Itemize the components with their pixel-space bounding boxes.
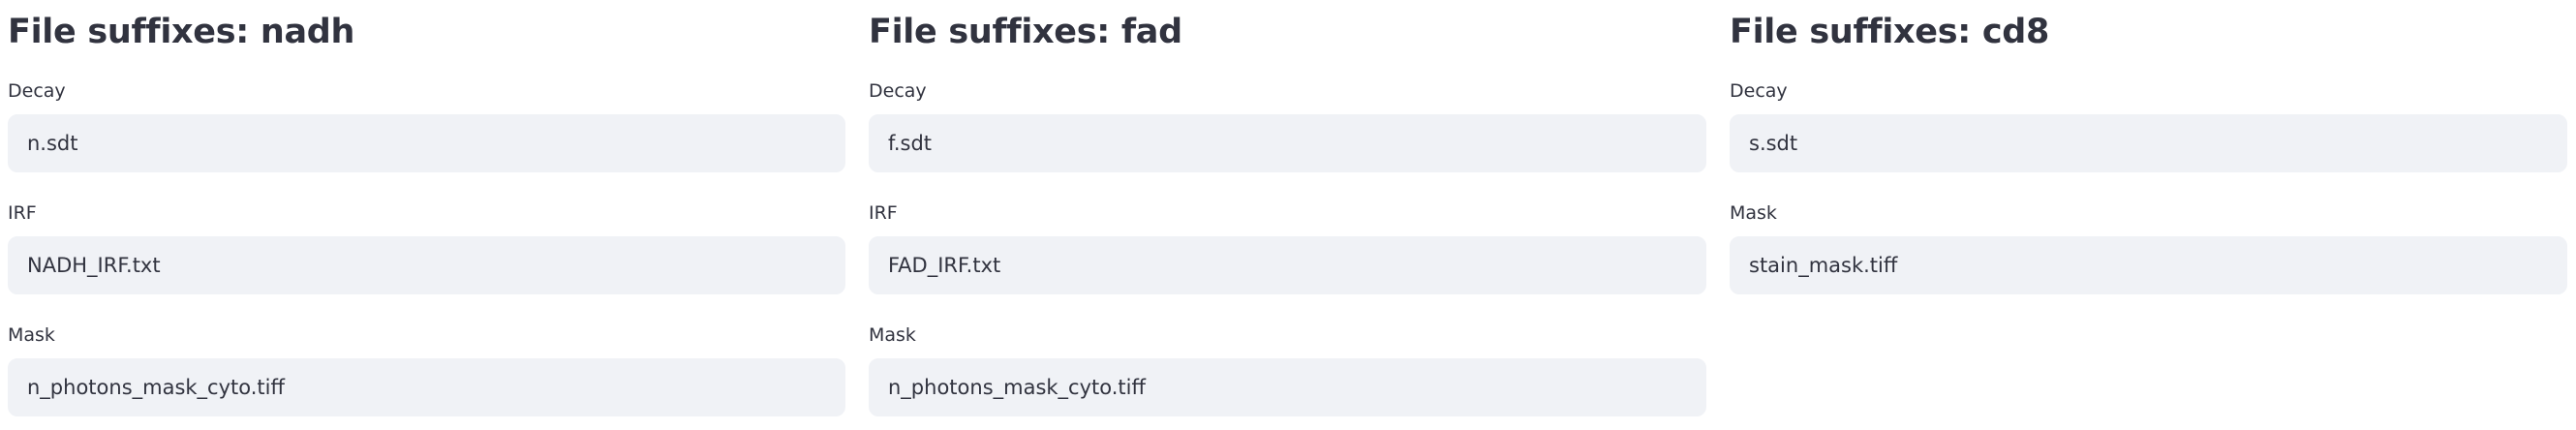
column-fad: File suffixes: fad Decay IRF Mask: [869, 0, 1706, 426]
cd8-decay-input[interactable]: [1730, 114, 2567, 172]
field-cd8-mask: Mask: [1730, 201, 2567, 304]
column-title-fad: File suffixes: fad: [869, 13, 1182, 51]
field-fad-mask: Mask: [869, 323, 1706, 426]
field-label: IRF: [8, 202, 37, 224]
field-nadh-irf: IRF: [8, 201, 845, 304]
field-label: Mask: [869, 324, 916, 346]
field-label: Decay: [8, 80, 66, 102]
field-label: Decay: [869, 80, 927, 102]
cd8-mask-input[interactable]: [1730, 236, 2567, 294]
column-title-cd8: File suffixes: cd8: [1730, 13, 2050, 51]
fad-decay-input[interactable]: [869, 114, 1706, 172]
column-title-nadh: File suffixes: nadh: [8, 13, 355, 51]
fad-mask-input[interactable]: [869, 358, 1706, 416]
fad-irf-input[interactable]: [869, 236, 1706, 294]
field-nadh-decay: Decay: [8, 79, 845, 182]
field-cd8-decay: Decay: [1730, 79, 2567, 182]
column-nadh: File suffixes: nadh Decay IRF Mask: [8, 0, 845, 426]
nadh-irf-input[interactable]: [8, 236, 845, 294]
nadh-mask-input[interactable]: [8, 358, 845, 416]
file-suffix-columns: File suffixes: nadh Decay IRF Mask File …: [8, 0, 2568, 426]
field-label: Decay: [1730, 80, 1788, 102]
field-fad-irf: IRF: [869, 201, 1706, 304]
field-label: Mask: [8, 324, 55, 346]
nadh-decay-input[interactable]: [8, 114, 845, 172]
field-label: Mask: [1730, 202, 1777, 224]
field-fad-decay: Decay: [869, 79, 1706, 182]
field-nadh-mask: Mask: [8, 323, 845, 426]
column-cd8: File suffixes: cd8 Decay Mask: [1730, 0, 2567, 426]
field-label: IRF: [869, 202, 898, 224]
